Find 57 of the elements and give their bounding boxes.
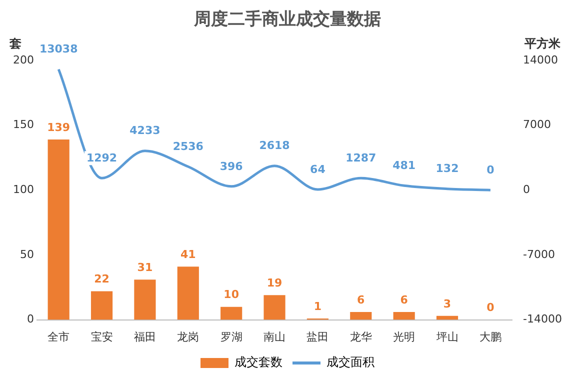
- bar: [350, 312, 372, 320]
- bar: [48, 140, 70, 320]
- x-tick-label: 光明: [393, 330, 416, 344]
- x-tick-label: 龙岗: [177, 330, 200, 344]
- data-label: 1292: [86, 151, 118, 164]
- data-label: 6: [357, 293, 366, 306]
- data-label: 1287: [346, 152, 376, 165]
- bar: [393, 312, 415, 320]
- chart-title: 周度二手商业成交量数据: [193, 10, 381, 30]
- y-tick-label: 0: [26, 312, 34, 326]
- legend-label: 成交面积: [326, 355, 374, 370]
- bar: [220, 306, 242, 320]
- x-tick-label: 大鹏: [479, 330, 502, 344]
- legend-label: 成交套数: [234, 355, 282, 370]
- data-label: 22: [94, 272, 110, 286]
- x-tick-label: 罗湖: [220, 330, 242, 344]
- data-label: 19: [266, 276, 282, 290]
- data-label: 41: [180, 248, 196, 261]
- data-label: 4233: [130, 124, 160, 138]
- y-tick-label: 100: [12, 182, 34, 196]
- y2-tick-label: 0: [523, 182, 530, 196]
- data-label: 10: [224, 288, 240, 302]
- bar: [134, 280, 156, 320]
- bar: [436, 316, 458, 320]
- data-label: 13038: [39, 42, 78, 56]
- data-label: 64: [310, 162, 326, 176]
- bar: [90, 291, 113, 320]
- y2-tick-label: 14000: [523, 53, 558, 66]
- data-label: 6: [400, 293, 408, 306]
- data-label: 31: [137, 260, 153, 274]
- y-tick-label: 200: [12, 53, 34, 66]
- x-tick-label: 全市: [48, 330, 70, 344]
- data-label: 0: [486, 301, 495, 314]
- x-tick-label: 龙华: [350, 330, 372, 344]
- y2-axis-title: 平方米: [524, 36, 562, 51]
- x-tick-label: 盐田: [306, 330, 329, 344]
- data-label: 2618: [259, 139, 290, 152]
- data-label: 0: [486, 163, 495, 176]
- data-label: 396: [220, 160, 244, 173]
- data-label: 481: [392, 159, 416, 172]
- x-tick-label: 宝安: [90, 330, 113, 344]
- y-tick-label: 50: [20, 248, 34, 261]
- y2-tick-label: 7000: [523, 118, 552, 132]
- data-label: 132: [436, 162, 459, 176]
- y2-tick-label: -7000: [523, 248, 556, 261]
- x-tick-label: 坪山: [435, 330, 458, 344]
- data-label: 2536: [172, 140, 204, 153]
- data-label: 3: [443, 297, 452, 310]
- data-label: 139: [47, 120, 70, 134]
- x-tick-label: 南山: [264, 330, 286, 344]
- data-label: 1: [314, 300, 322, 313]
- y2-tick-label: -14000: [523, 312, 562, 326]
- y-tick-label: 150: [12, 118, 34, 132]
- bar: [177, 266, 199, 320]
- bar: [264, 295, 286, 320]
- x-tick-label: 福田: [134, 330, 156, 344]
- y-axis-title: 套: [8, 36, 22, 51]
